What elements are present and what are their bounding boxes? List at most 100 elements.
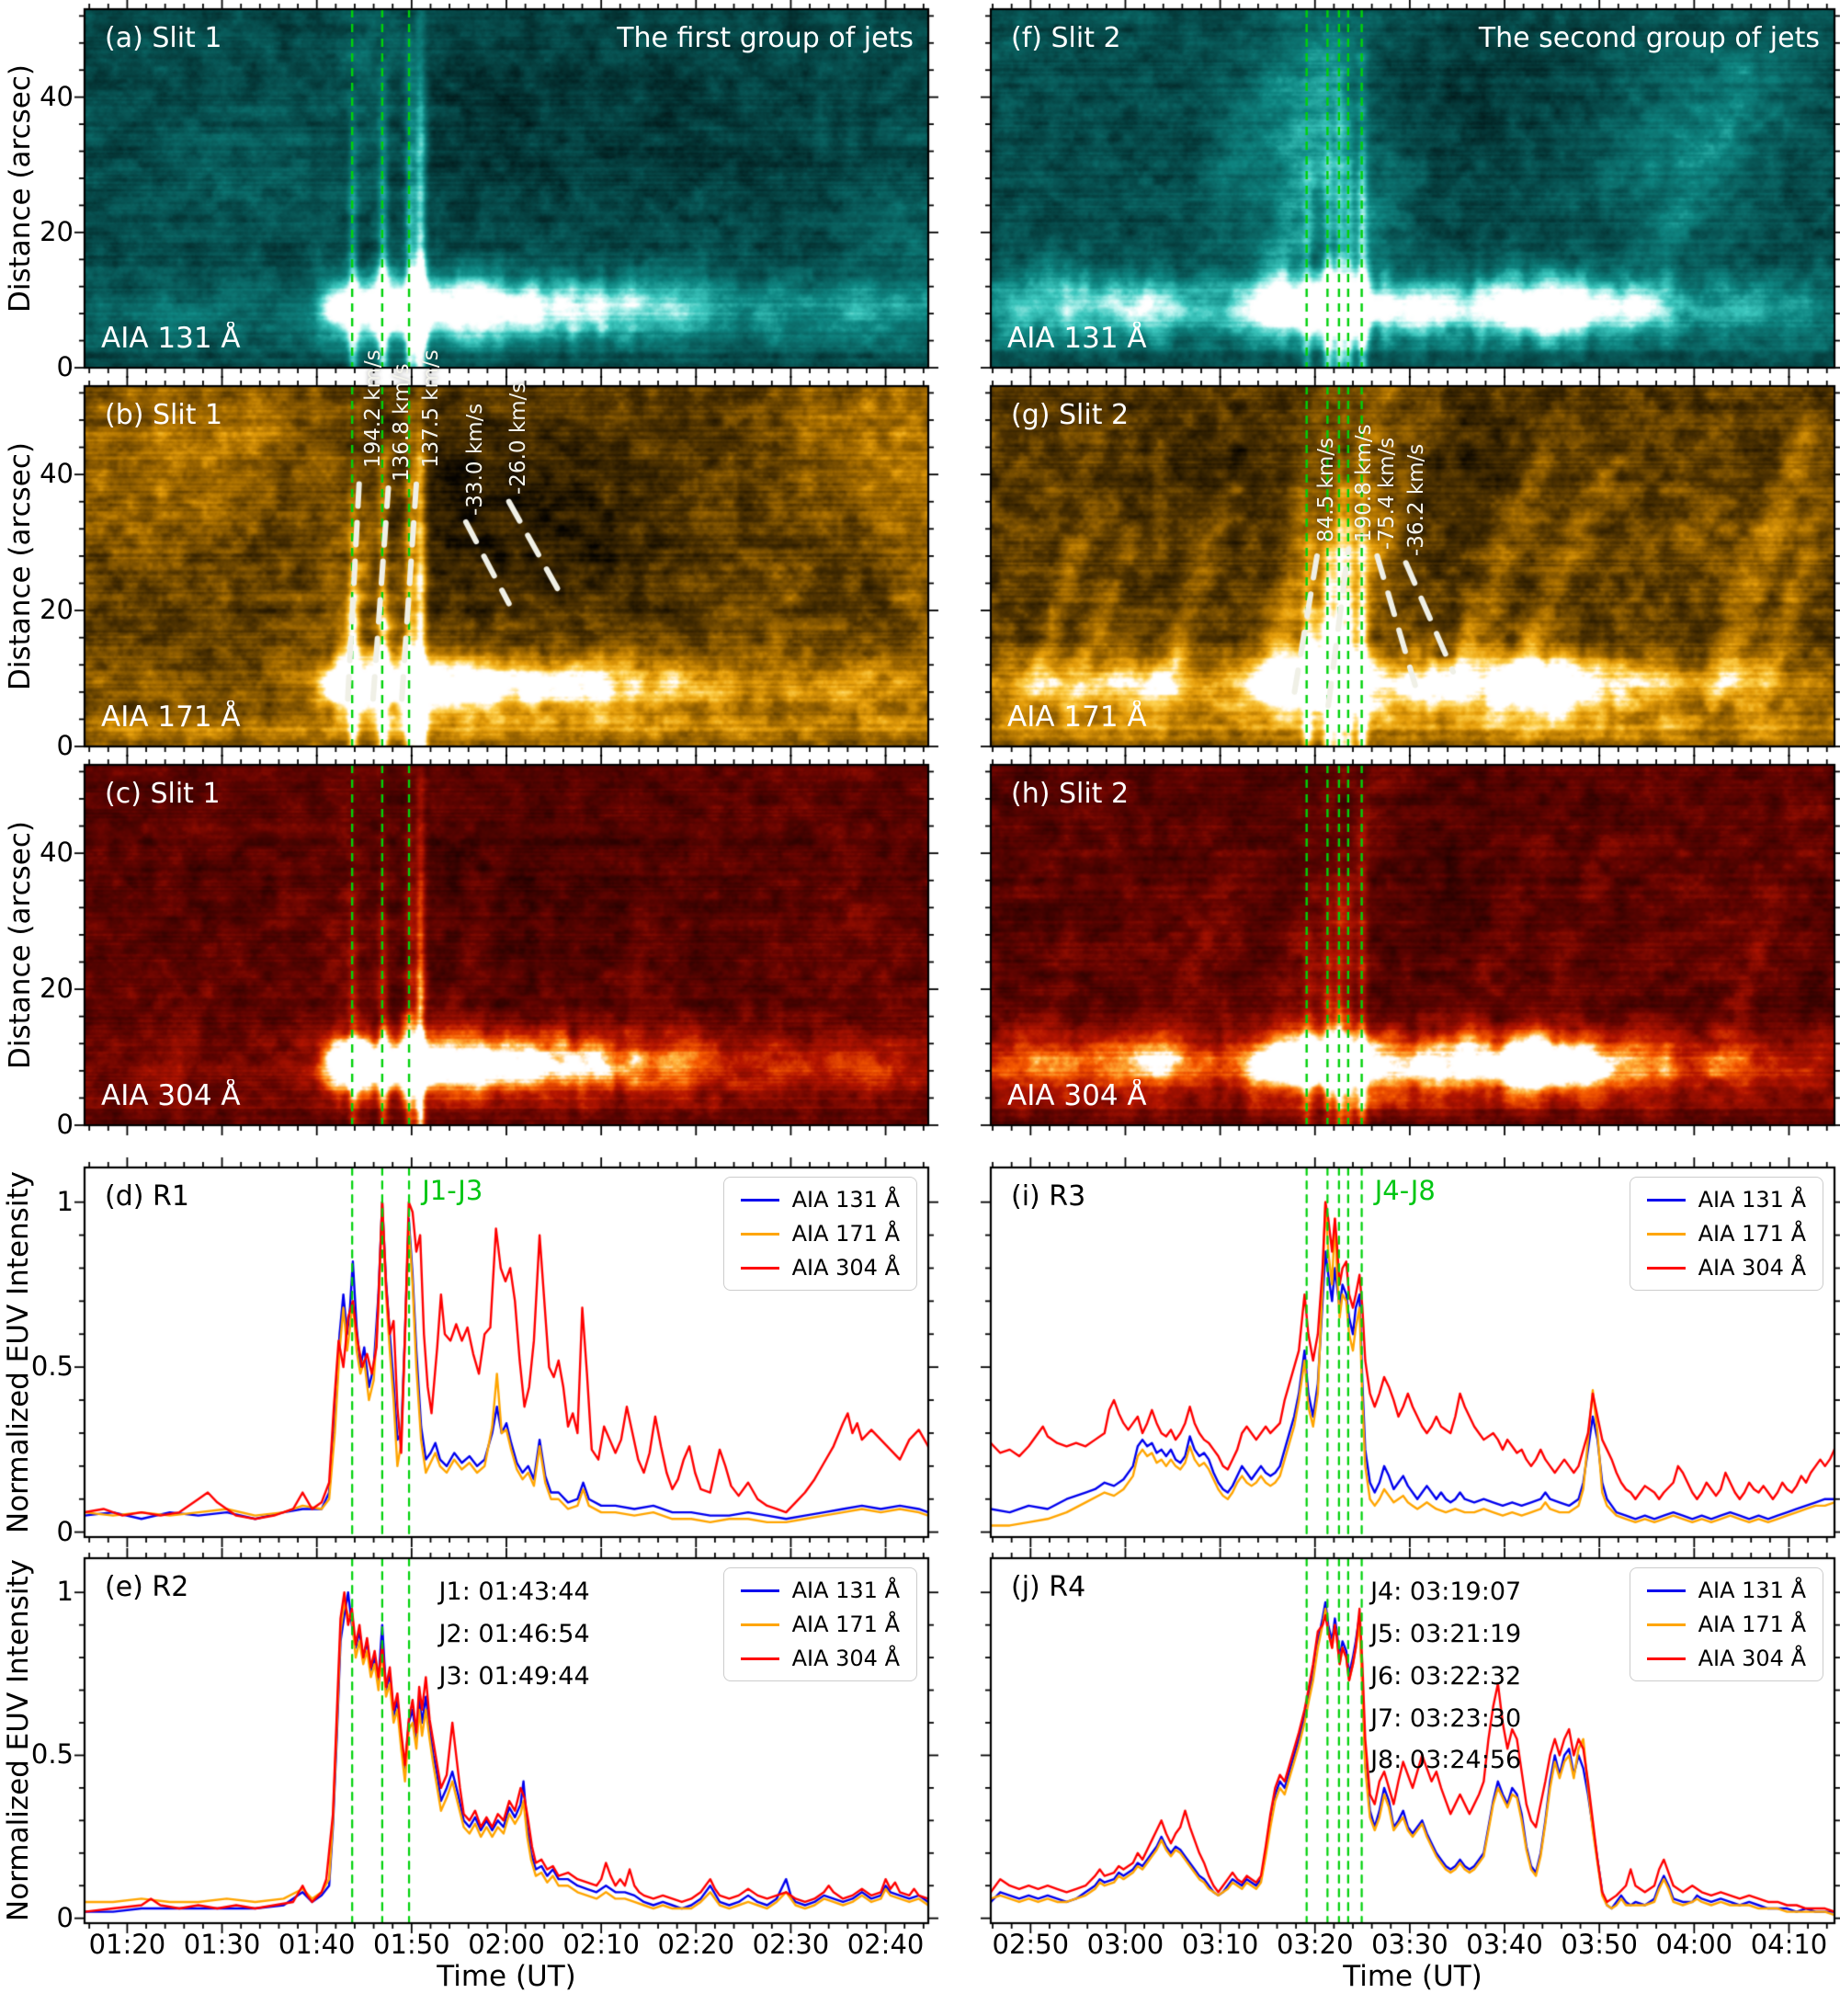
legend-label-aia304: AIA 304 Å — [791, 1646, 900, 1671]
legend-panel-d: AIA 131 Å AIA 171 Å AIA 304 Å — [722, 1177, 917, 1291]
aia-131-slit2-map-canvas — [991, 9, 1834, 368]
jet-times-list-j1-j3: J1: 01:43:44 J2: 01:46:54 J3: 01:49:44 — [439, 1571, 590, 1698]
y-tick-intensity-1: 1 — [56, 1185, 74, 1217]
panel-g-timedistance-aia171-slit2: (g) Slit 2 AIA 171 Å 84.5 km/s 190.8 km/s… — [976, 371, 1840, 761]
y-tick-distance-40: 40 — [40, 80, 74, 112]
panel-a-label: (a) Slit 1 — [105, 22, 222, 54]
wavelength-label-304-right: AIA 304 Å — [1007, 1079, 1147, 1112]
jet-group-annotation-j4-j8: J4-J8 — [1374, 1175, 1436, 1207]
panel-j-lightcurve-r4: (j) R4 J4: 03:19:07 J5: 03:21:19 J6: 03:22… — [976, 1543, 1840, 1938]
legend-label-aia131: AIA 131 Å — [1698, 1187, 1806, 1213]
jet-times-list-j4-j8: J4: 03:19:07 J5: 03:21:19 J6: 03:22:32 J7: … — [1370, 1571, 1521, 1782]
jet-time-j2: J2: 01:46:54 — [438, 1619, 590, 1648]
y-tick-distance-20: 20 — [40, 215, 74, 247]
legend-swatch-aia171 — [740, 1232, 779, 1236]
velocity-annotation-194.2kms: 194.2 km/s — [361, 349, 386, 468]
panel-a-timedistance-aia131-slit1: (a) Slit 1 The first group of jets AIA 1… — [70, 0, 943, 382]
legend-label-aia171: AIA 171 Å — [791, 1221, 900, 1247]
legend-label-aia131: AIA 131 Å — [791, 1187, 900, 1213]
x-tick-02-40: 02:40 — [846, 1929, 925, 1960]
panel-d-lightcurve-r1: (d) R1 J1-J3 AIA 131 Å AIA 171 Å AIA 304 Å — [70, 1153, 943, 1552]
panel-e-label: (e) R2 — [105, 1571, 189, 1603]
legend-swatch-aia131 — [740, 1589, 779, 1592]
legend-swatch-aia304 — [740, 1266, 779, 1270]
second-group-title: The second group of jets — [1478, 22, 1820, 54]
legend-entry-aia171: AIA 171 Å — [1646, 1612, 1806, 1637]
velocity-annotation--33.0kms: -33.0 km/s — [463, 403, 488, 516]
legend-label-aia131: AIA 131 Å — [791, 1577, 900, 1603]
jet-time-j3: J3: 01:49:44 — [438, 1661, 590, 1691]
y-tick-intensity-0.5: 0.5 — [30, 1738, 74, 1771]
legend-entry-aia131: AIA 131 Å — [740, 1577, 900, 1603]
x-axis-title-time-left: Time (UT) — [437, 1960, 576, 1993]
aia-131-slit1-map-canvas — [85, 9, 928, 368]
velocity-annotation-84.5kms: 84.5 km/s — [1313, 438, 1338, 543]
aia-171-slit2-map-canvas — [991, 386, 1834, 746]
legend-panel-j: AIA 131 Å AIA 171 Å AIA 304 Å — [1629, 1567, 1823, 1681]
legend-entry-aia171: AIA 171 Å — [1646, 1221, 1806, 1247]
wavelength-label-171: AIA 171 Å — [101, 700, 241, 734]
panel-g-label: (g) Slit 2 — [1011, 399, 1130, 431]
first-group-title: The first group of jets — [617, 22, 914, 54]
legend-swatch-aia304 — [1646, 1266, 1686, 1270]
x-axis-title-time-right: Time (UT) — [1343, 1960, 1482, 1993]
legend-entry-aia131: AIA 131 Å — [1646, 1187, 1806, 1213]
velocity-annotation-190.8kms: 190.8 km/s — [1351, 424, 1376, 543]
panel-f-label: (f) Slit 2 — [1011, 22, 1121, 54]
legend-label-aia304: AIA 304 Å — [791, 1255, 900, 1281]
legend-panel-e: AIA 131 Å AIA 171 Å AIA 304 Å — [722, 1567, 917, 1681]
jet-time-j6: J6: 03:22:32 — [1370, 1661, 1522, 1691]
jet-group-annotation-j1-j3: J1-J3 — [422, 1175, 483, 1207]
legend-label-aia171: AIA 171 Å — [1698, 1221, 1806, 1247]
aia-304-slit1-map-canvas — [85, 765, 928, 1125]
legend-label-aia304: AIA 304 Å — [1698, 1646, 1806, 1671]
aia-304-slit2-map-canvas — [991, 765, 1834, 1125]
y-tick-distance-0: 0 — [56, 730, 74, 761]
y-tick-distance-0: 0 — [56, 351, 74, 382]
panel-f-timedistance-aia131-slit2: (f) Slit 2 The second group of jets AIA … — [976, 0, 1840, 382]
legend-entry-aia171: AIA 171 Å — [740, 1221, 900, 1247]
y-tick-intensity-0: 0 — [56, 1901, 74, 1933]
panel-h-timedistance-aia304-slit2: (h) Slit 2 AIA 304 Å — [976, 750, 1840, 1140]
wavelength-label-131-right: AIA 131 Å — [1007, 322, 1147, 355]
legend-swatch-aia171 — [740, 1623, 779, 1626]
legend-label-aia131: AIA 131 Å — [1698, 1577, 1806, 1603]
y-tick-intensity-0: 0 — [56, 1515, 74, 1547]
y-tick-intensity-1: 1 — [56, 1576, 74, 1608]
y-tick-distance-0: 0 — [56, 1109, 74, 1140]
legend-swatch-aia131 — [740, 1198, 779, 1202]
velocity-annotation--36.2kms: -36.2 km/s — [1403, 443, 1428, 556]
legend-swatch-aia304 — [740, 1657, 779, 1660]
x-tick-04-10: 04:10 — [1750, 1929, 1828, 1960]
legend-entry-aia304: AIA 304 Å — [1646, 1646, 1806, 1671]
velocity-annotation--75.4kms: -75.4 km/s — [1374, 437, 1399, 550]
legend-swatch-aia131 — [1646, 1198, 1686, 1202]
panel-i-label: (i) R3 — [1011, 1180, 1086, 1213]
panel-d-label: (d) R1 — [105, 1180, 189, 1213]
jet-time-j4: J4: 03:19:07 — [1370, 1577, 1522, 1606]
legend-entry-aia131: AIA 131 Å — [1646, 1577, 1806, 1603]
legend-swatch-aia171 — [1646, 1623, 1686, 1626]
wavelength-label-304: AIA 304 Å — [101, 1079, 241, 1112]
legend-swatch-aia131 — [1646, 1589, 1686, 1592]
y-tick-distance-40: 40 — [40, 458, 74, 490]
panel-e-lightcurve-r2: (e) R2 J1: 01:43:44 J2: 01:46:54 J3: 01:49… — [70, 1543, 943, 1938]
jet-time-j1: J1: 01:43:44 — [438, 1577, 590, 1606]
y-tick-distance-40: 40 — [40, 837, 74, 869]
legend-entry-aia304: AIA 304 Å — [740, 1646, 900, 1671]
panel-i-lightcurve-r3: (i) R3 J4-J8 AIA 131 Å AIA 171 Å AIA 304 Å — [976, 1153, 1840, 1552]
jet-time-j5: J5: 03:21:19 — [1370, 1619, 1522, 1648]
legend-entry-aia304: AIA 304 Å — [740, 1255, 900, 1281]
jet-time-j8: J8: 03:24:56 — [1370, 1746, 1522, 1775]
panel-b-timedistance-aia171-slit1: (b) Slit 1 AIA 171 Å 194.2 km/s 136.8 km/… — [70, 349, 943, 761]
wavelength-label-171-right: AIA 171 Å — [1007, 700, 1147, 734]
legend-panel-i: AIA 131 Å AIA 171 Å AIA 304 Å — [1629, 1177, 1823, 1291]
panel-c-label: (c) Slit 1 — [105, 778, 221, 810]
panel-j-label: (j) R4 — [1011, 1571, 1086, 1603]
velocity-annotation-136.8kms: 136.8 km/s — [390, 362, 415, 482]
legend-swatch-aia304 — [1646, 1657, 1686, 1660]
legend-swatch-aia171 — [1646, 1232, 1686, 1236]
velocity-annotation--26.0kms: -26.0 km/s — [506, 382, 530, 495]
legend-label-aia304: AIA 304 Å — [1698, 1255, 1806, 1281]
